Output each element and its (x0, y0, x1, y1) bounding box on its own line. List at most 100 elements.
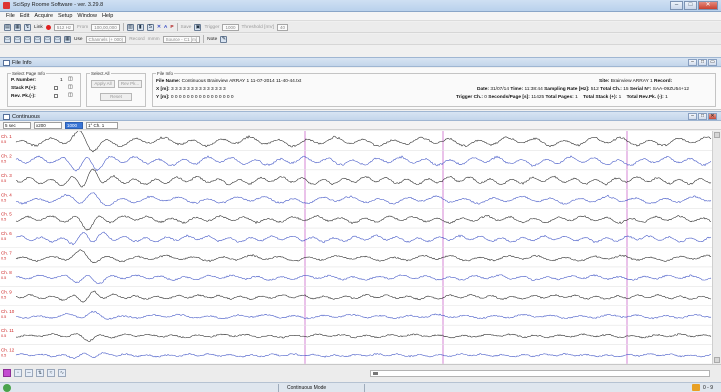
menu-edit[interactable]: Edit (19, 13, 30, 19)
p-icon[interactable]: P (170, 24, 174, 30)
p-number-label: P. Number: (11, 78, 36, 83)
channel-label[interactable]: Ch. 5 (1, 212, 12, 217)
menu-setup[interactable]: Setup (58, 13, 73, 19)
save-icon[interactable]: ▦ (14, 23, 21, 31)
divider (203, 35, 205, 43)
layout-1-icon[interactable]: ▭ (4, 35, 11, 43)
channel-scale: 0.5 (1, 159, 6, 163)
channel-waveform (15, 192, 712, 206)
link-label[interactable]: Link (34, 24, 43, 30)
seconds-value: 11425 (531, 95, 545, 100)
channel-label[interactable]: Ch. 6 (1, 231, 12, 236)
reset-button[interactable]: Reset (100, 93, 132, 101)
filter-icon[interactable]: ▦ (64, 35, 71, 43)
channel-label[interactable]: Ch. 1 (1, 134, 12, 139)
total-rev-value: 1 (665, 95, 668, 100)
channel-select[interactable]: 1° Ch. 1 (86, 121, 118, 129)
vertical-scrollbar[interactable] (712, 131, 721, 364)
stack-spin-icon[interactable]: ◫ (68, 85, 73, 90)
channel-label[interactable]: Ch. 3 (1, 173, 12, 178)
total-stack-value: 1 (618, 95, 622, 100)
split-tool-icon[interactable]: ⇅ (36, 369, 44, 377)
menu-window[interactable]: Window (77, 13, 97, 19)
note-button[interactable]: Note (207, 36, 218, 42)
channel-label[interactable]: Ch. 8 (1, 270, 12, 275)
time-value: 11:38:44 (524, 87, 543, 92)
panel-close-button[interactable]: ✕ (708, 113, 717, 120)
panel-restore-button[interactable]: □ (698, 59, 707, 66)
a-icon[interactable]: A (163, 24, 168, 30)
from-field[interactable]: 100,00,000 (91, 23, 120, 31)
cross-icon[interactable]: ✕ (156, 24, 161, 30)
layout-3-icon[interactable]: ▭ (24, 35, 31, 43)
date-value: 31/07/14 (490, 87, 510, 92)
total-stack-label: Total Stack (+): (583, 95, 618, 100)
line-tool-icon[interactable]: ∼ (25, 369, 33, 377)
save-button[interactable]: Save (180, 24, 192, 30)
export-icon[interactable]: ▣ (194, 23, 202, 31)
bars-icon[interactable]: ▮ (136, 23, 144, 31)
title-bar: SciSpy Roome Software - ver. 3.29.8 – □ … (0, 0, 721, 12)
total-pages-label: Total Pages: (545, 95, 574, 100)
menu-file[interactable]: File (6, 13, 15, 19)
grid-icon[interactable]: ▥ (126, 23, 134, 31)
scroll-down-icon[interactable] (714, 357, 720, 363)
channel-label[interactable]: Ch. 4 (1, 192, 12, 197)
trigger-select[interactable]: 1000 (222, 23, 239, 31)
layout-2-icon[interactable]: ▭ (14, 35, 21, 43)
scroll-thumb[interactable] (373, 372, 378, 375)
apply-all-button[interactable]: Apply All (91, 80, 115, 88)
close-button[interactable]: ✕ (698, 1, 718, 10)
open-icon[interactable]: ▤ (4, 23, 11, 31)
threshold-field[interactable]: 40 (277, 23, 289, 31)
panel-minimize-button[interactable]: – (688, 113, 697, 120)
zoom-tool-icon[interactable]: ▫ (14, 369, 22, 377)
channel-waveform (15, 352, 712, 359)
channel-label[interactable]: Ch. 11 (1, 328, 14, 333)
channel-label[interactable]: Ch. 2 (1, 153, 12, 158)
waveform-canvas[interactable]: Ch. 10.5Ch. 20.5Ch. 30.5Ch. 40.5Ch. 50.5… (0, 130, 712, 365)
rate-select[interactable]: 512 Hz (53, 23, 75, 31)
scale-select[interactable]: x200 (34, 121, 62, 129)
rev-pk-button[interactable]: Rev Pk... (118, 80, 142, 88)
layout-5-icon[interactable]: ▭ (44, 35, 51, 43)
file-name-row: File Name: Continuous Brainview ARRAY 1 … (156, 79, 301, 84)
horizontal-scrollbar[interactable] (370, 370, 710, 377)
pick-tool-icon[interactable] (3, 369, 11, 377)
channel-waveform (15, 290, 712, 303)
s-icon[interactable]: S (146, 23, 154, 31)
channel-label[interactable]: Ch. 9 (1, 289, 12, 294)
channel-selector-bar: 5 sec x200 1000 1° Ch. 1 (0, 121, 721, 130)
layout-4-icon[interactable]: ▭ (34, 35, 41, 43)
panel-restore-button[interactable]: □ (698, 113, 707, 120)
panel-minimize-button[interactable]: – (688, 59, 697, 66)
note-icon[interactable]: ✎ (220, 35, 228, 43)
channel-label[interactable]: Ch. 7 (1, 251, 12, 256)
link-icon[interactable]: ↯ (24, 23, 31, 31)
channel-label[interactable]: Ch. 10 (1, 309, 15, 314)
minimize-button[interactable]: – (670, 1, 683, 10)
rev-checkbox[interactable] (54, 94, 58, 99)
highlight-select[interactable]: 1000 (65, 121, 83, 129)
p-number-value[interactable]: 1 (60, 78, 63, 83)
panel-maximize-button[interactable]: ▭ (708, 59, 717, 66)
p-number-spin-icon[interactable]: ◫ (68, 77, 73, 82)
channels-select[interactable]: Channels (+ 000) (85, 35, 127, 43)
waveform-area[interactable]: Ch. 1 0.5 Ch. 2 0.5 Ch. 3 0.5 Ch. 4 0.5 Ch. 5 0.5… (0, 130, 712, 365)
source-select[interactable]: Source - C1 [m] (162, 35, 201, 43)
time-window-select[interactable]: 5 sec (3, 121, 31, 129)
rev-spin-icon[interactable]: ◫ (68, 93, 73, 98)
group-title: Select Page Info (11, 71, 47, 76)
wave-tool-icon[interactable]: ≈ (47, 369, 55, 377)
trigger-label: Trigger (204, 24, 220, 30)
trend-tool-icon[interactable]: ∿ (58, 369, 66, 377)
scroll-up-icon[interactable] (714, 132, 720, 138)
menu-help[interactable]: Help (101, 13, 114, 19)
record-icon[interactable] (45, 24, 51, 30)
menu-acquire[interactable]: Acquire (34, 13, 54, 19)
channel-label[interactable]: Ch. 12 (1, 348, 15, 353)
maximize-button[interactable]: □ (684, 1, 697, 10)
stack-checkbox[interactable] (54, 86, 58, 91)
layout-6-icon[interactable]: ▭ (54, 35, 61, 43)
channel-waveform (15, 249, 712, 264)
